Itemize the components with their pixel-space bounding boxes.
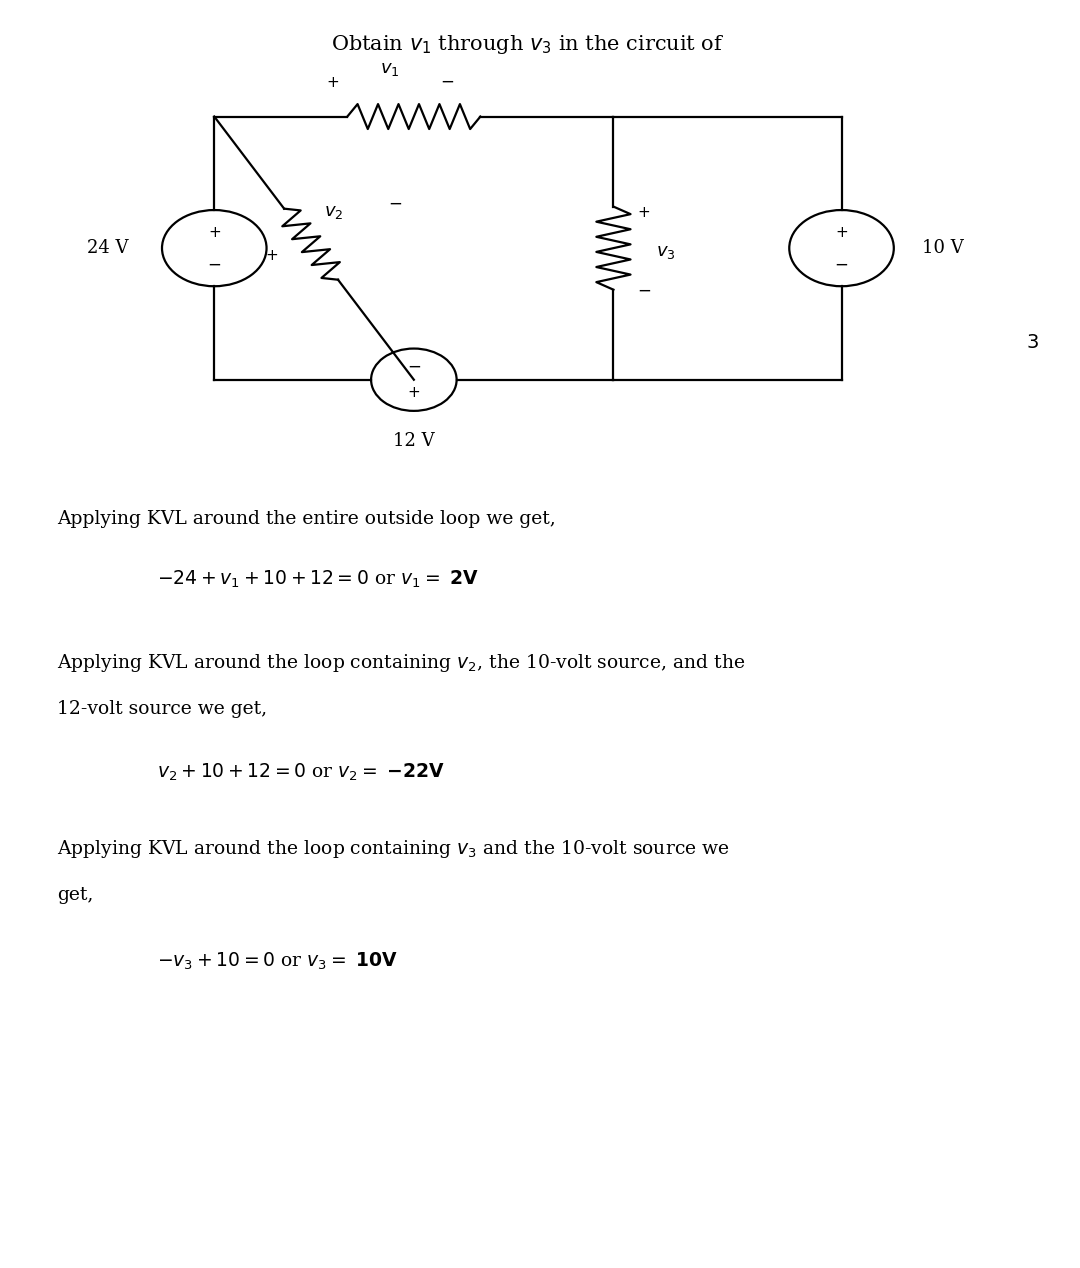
Text: get,: get,	[57, 885, 94, 904]
Text: +: +	[266, 247, 279, 262]
Text: −: −	[441, 72, 454, 90]
Text: $-v_3 + 10 = 0$ or $v_3 =$ $\mathbf{10V}$: $-v_3 + 10 = 0$ or $v_3 =$ $\mathbf{10V}…	[158, 951, 399, 973]
Text: +: +	[207, 224, 220, 240]
Text: −: −	[207, 255, 221, 273]
Text: Applying KVL around the entire outside loop we get,: Applying KVL around the entire outside l…	[57, 510, 556, 527]
Text: +: +	[637, 204, 650, 219]
Text: $-24 + v_1 + 10 + 12 = 0$ or $v_1 =$ $\mathbf{2V}$: $-24 + v_1 + 10 + 12 = 0$ or $v_1 =$ $\m…	[158, 568, 480, 590]
Text: −: −	[389, 194, 403, 212]
Text: +: +	[326, 75, 339, 90]
Text: Obtain $v_1$ through $v_3$ in the circuit of: Obtain $v_1$ through $v_3$ in the circui…	[332, 33, 725, 57]
Text: 3: 3	[1026, 333, 1038, 351]
Text: −: −	[407, 358, 421, 375]
Text: 24 V: 24 V	[87, 240, 129, 257]
Text: +: +	[407, 385, 420, 401]
Text: $v_2 + 10 + 12 = 0$ or $v_2 =$ $\mathbf{-22V}$: $v_2 + 10 + 12 = 0$ or $v_2 =$ $\mathbf{…	[158, 762, 445, 782]
Text: −: −	[637, 281, 651, 301]
Text: $v_2$: $v_2$	[324, 203, 343, 221]
Text: Applying KVL around the loop containing $v_3$ and the 10-volt source we: Applying KVL around the loop containing …	[57, 838, 730, 860]
Text: 10 V: 10 V	[922, 240, 964, 257]
Text: 12 V: 12 V	[393, 431, 434, 450]
Text: +: +	[835, 224, 848, 240]
Text: Applying KVL around the loop containing $v_2$, the 10-volt source, and the: Applying KVL around the loop containing …	[57, 652, 745, 675]
Text: −: −	[835, 255, 849, 273]
Text: 12-volt source we get,: 12-volt source we get,	[57, 700, 268, 718]
Text: $v_1$: $v_1$	[380, 61, 400, 79]
Text: $v_3$: $v_3$	[657, 242, 676, 261]
